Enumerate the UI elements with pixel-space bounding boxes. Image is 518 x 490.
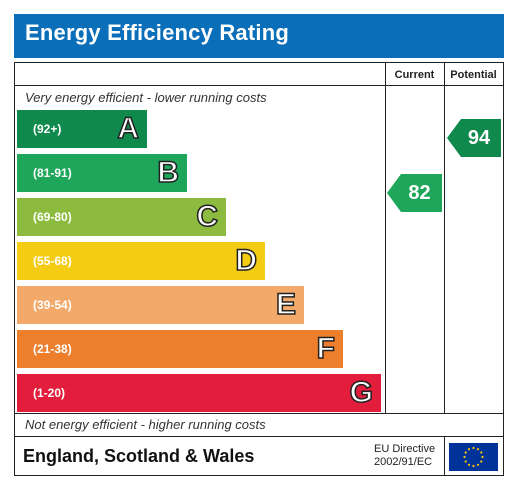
current-rating-value: 82 (408, 182, 431, 204)
eu-star-icon (467, 448, 471, 451)
band-letter: E (275, 287, 297, 322)
rating-band-b: (81-91) B (17, 154, 187, 192)
rating-band-a: (92+) A (17, 110, 147, 148)
eu-star-icon (476, 463, 480, 466)
eu-directive-text: EU Directive 2002/91/EC (374, 443, 435, 469)
eu-star-icon (480, 451, 483, 454)
band-range-label: (1-20) (33, 386, 66, 400)
band-letter: A (117, 111, 140, 146)
rating-band-c: (69-80) C (17, 198, 226, 236)
page-title: Energy Efficiency Rating (25, 20, 289, 45)
eu-star-icon (463, 455, 466, 459)
potential-rating-value: 94 (467, 127, 491, 149)
rating-band-e: (39-54) E (17, 286, 304, 324)
eu-star-icon (481, 455, 484, 459)
eu-star-icon (476, 448, 480, 451)
column-header-potential: Potential (450, 69, 497, 81)
eu-directive-line2: 2002/91/EC (374, 456, 433, 468)
current-rating-arrow: 82 (387, 174, 442, 212)
eu-star-icon (480, 460, 483, 463)
band-letter: D (235, 243, 258, 278)
eu-star-icon (472, 446, 475, 450)
bottom-caption: Not energy efficient - higher running co… (25, 417, 266, 432)
column-header-current: Current (394, 69, 435, 81)
band-range-label: (21-38) (33, 342, 72, 356)
footer-column-divider (444, 436, 445, 475)
eu-star-icon (464, 460, 467, 463)
rating-band-g: (1-20) G (17, 374, 381, 412)
eu-flag-icon (449, 443, 498, 471)
potential-rating-arrow: 94 (447, 119, 501, 157)
region-label: England, Scotland & Wales (23, 446, 255, 466)
band-letter: G (349, 375, 374, 410)
header-divider (15, 85, 503, 86)
rating-band-f: (21-38) F (17, 330, 343, 368)
eu-star-icon (467, 463, 471, 466)
band-range-label: (39-54) (33, 298, 72, 312)
eu-directive-line1: EU Directive (374, 443, 436, 455)
eu-star-icon (464, 451, 467, 454)
band-range-label: (55-68) (33, 254, 72, 268)
top-caption: Very energy efficient - lower running co… (25, 90, 267, 105)
eu-star-icon (472, 464, 475, 468)
band-range-label: (69-80) (33, 210, 72, 224)
caption-divider (15, 413, 503, 414)
rating-band-d: (55-68) D (17, 242, 265, 280)
band-range-label: (92+) (33, 122, 62, 136)
band-letter: F (316, 331, 336, 366)
rating-chart: Current Potential Very energy efficient … (14, 62, 504, 476)
column-divider-current (385, 63, 386, 413)
title-bar: Energy Efficiency Rating (14, 14, 504, 58)
footer-divider (15, 436, 503, 437)
column-divider-potential (444, 63, 445, 413)
band-letter: C (196, 199, 219, 234)
band-letter: B (157, 155, 180, 190)
band-range-label: (81-91) (33, 166, 72, 180)
